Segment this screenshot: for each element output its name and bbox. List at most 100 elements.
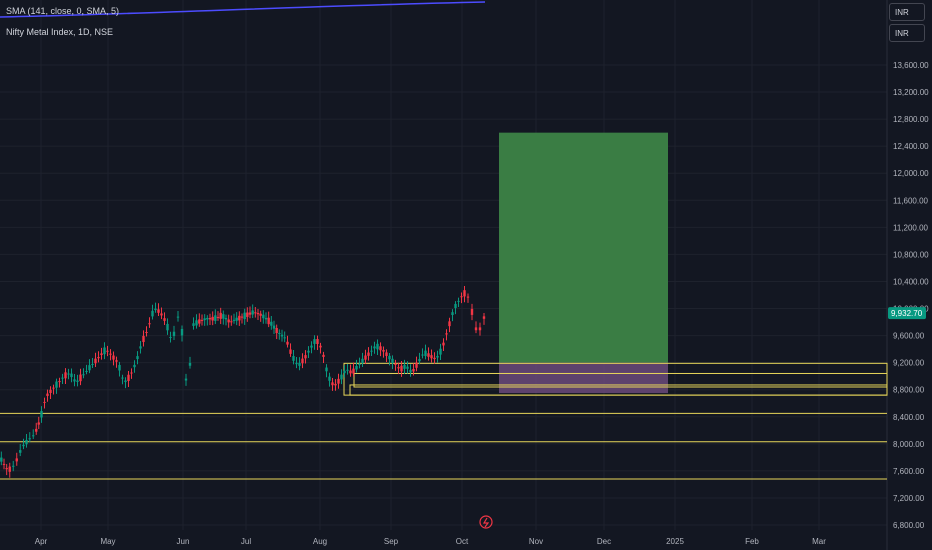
candle-body	[388, 355, 391, 360]
candle-body	[211, 316, 214, 321]
candle-body	[352, 368, 355, 374]
candle-body	[382, 350, 385, 352]
x-tick-label: Jul	[241, 537, 251, 546]
candle-body	[216, 316, 220, 318]
candle-body	[61, 377, 64, 379]
candle-body	[73, 379, 76, 382]
candle-body	[70, 373, 73, 378]
replay-icon[interactable]	[479, 515, 493, 529]
candle-body	[400, 365, 403, 372]
candle-body	[463, 290, 466, 297]
candle-body	[454, 303, 457, 309]
y-tick-label: 7,200.00	[893, 494, 925, 503]
candle-body	[103, 347, 106, 355]
candle-body	[478, 327, 482, 331]
y-tick-label: 12,800.00	[893, 115, 929, 124]
candle-body	[267, 317, 270, 325]
candle-body	[25, 439, 28, 445]
candle-body	[52, 387, 55, 389]
price-axis[interactable]: 13,600.00 13,200.00 12,800.00 12,400.00 12,0…	[893, 61, 929, 530]
y-tick-label: 11,600.00	[893, 196, 929, 205]
candle-body	[222, 314, 225, 319]
candle-body	[313, 339, 316, 344]
candle-body	[376, 343, 379, 350]
indicator-legend[interactable]: SMA (141, close, 0, SMA, 5)	[6, 6, 120, 16]
candle-body	[43, 401, 46, 403]
candle-body	[109, 353, 112, 355]
candle-body	[304, 355, 307, 359]
candle-body	[349, 370, 352, 374]
x-tick-label: Jun	[177, 537, 190, 546]
candle-body	[421, 354, 424, 356]
candle-body	[474, 327, 478, 331]
currency-button-bottom[interactable]: INR	[889, 24, 925, 42]
candle-body	[289, 349, 292, 354]
candle-body	[163, 318, 166, 321]
candle-body	[264, 317, 268, 320]
target-zone[interactable]	[499, 132, 668, 363]
y-tick-label: 11,200.00	[893, 223, 929, 232]
candle-body	[37, 422, 40, 425]
candle-body	[2, 463, 6, 465]
candles	[0, 285, 486, 478]
support-box	[353, 372, 888, 388]
x-tick-label: Dec	[597, 537, 611, 546]
candle-body	[373, 346, 376, 349]
candle-body	[214, 315, 217, 321]
candle-body	[169, 336, 172, 338]
candle-body	[85, 370, 88, 372]
candle-body	[256, 312, 260, 315]
candle-body	[270, 321, 273, 326]
candle-body	[49, 389, 52, 393]
candle-body	[130, 372, 133, 374]
candle-body	[76, 380, 79, 382]
stop-zone[interactable]	[499, 362, 668, 394]
y-tick-label: 12,400.00	[893, 142, 929, 151]
candle-body	[192, 323, 195, 326]
candle-body	[240, 316, 244, 318]
x-tick-label: Feb	[745, 537, 759, 546]
candle-body	[394, 363, 397, 366]
candle-body	[251, 310, 254, 315]
y-tick-label: 6,800.00	[893, 521, 925, 530]
x-tick-label: Aug	[313, 537, 327, 546]
candle-body	[295, 362, 298, 365]
candle-body	[307, 350, 310, 353]
candle-body	[227, 319, 230, 323]
candle-body	[355, 365, 358, 370]
x-tick-label: Sep	[384, 537, 399, 546]
candle-body	[409, 369, 412, 373]
support-boxes[interactable]	[343, 362, 888, 396]
candle-body	[79, 374, 82, 382]
candle-body	[301, 358, 304, 364]
horizontal-levels[interactable]	[0, 412, 887, 480]
candle-body	[188, 362, 192, 366]
candle-body	[160, 313, 163, 316]
candle-body	[166, 323, 169, 331]
symbol-legend[interactable]: Nifty Metal Index, 1D, NSE	[6, 27, 114, 37]
candle-body	[259, 313, 262, 316]
candle-body	[142, 335, 145, 343]
long-position-tool[interactable]	[499, 132, 668, 394]
candle-body	[154, 308, 157, 311]
candle-body	[82, 374, 85, 376]
candle-body	[115, 360, 118, 362]
candle-body	[157, 309, 160, 313]
candle-body	[248, 312, 252, 315]
x-tick-label: Apr	[35, 537, 48, 546]
time-axis[interactable]: Apr May Jun Jul Aug Sep Oct Nov Dec 2025 Feb Mar	[35, 537, 826, 546]
y-tick-label: 8,800.00	[893, 386, 925, 395]
candle-body	[460, 296, 463, 298]
candle-body	[364, 355, 367, 360]
y-tick-label: 9,600.00	[893, 332, 925, 341]
support-box	[349, 384, 888, 396]
candle-body	[415, 362, 418, 368]
currency-button-top[interactable]: INR	[889, 3, 925, 21]
candle-body	[470, 308, 474, 315]
candle-body	[316, 339, 319, 345]
candle-body	[436, 355, 439, 358]
candle-body	[445, 333, 448, 335]
candle-body	[367, 352, 370, 356]
candle-body	[433, 357, 436, 360]
